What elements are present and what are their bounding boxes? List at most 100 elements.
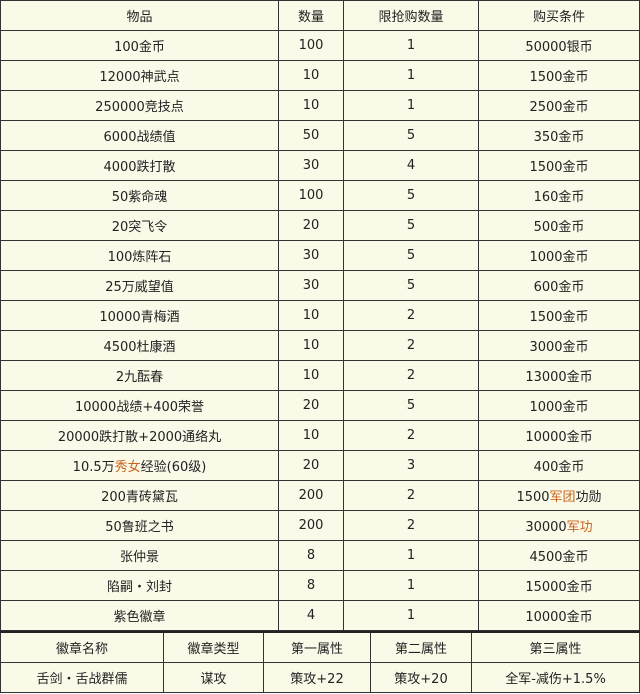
cost-cell: 1500军团功勋 xyxy=(478,480,640,511)
limit-cell: 2 xyxy=(343,360,479,391)
item-cell: 100炼阵石 xyxy=(0,240,279,271)
text-segment: 400金币 xyxy=(533,460,585,475)
item-cell: 100金币 xyxy=(0,30,279,61)
badge-table: 徽章名称 徽章类型 第一属性 第二属性 第三属性 舌剑・舌战群儒 谋攻 策攻+22 策攻+20 全… xyxy=(0,631,640,693)
text-segment: 15000金币 xyxy=(525,580,593,595)
limit-cell: 5 xyxy=(343,210,479,241)
text-segment: 10.5万 xyxy=(72,460,115,475)
table-row: 4000跌打散 30 4 1500金币 xyxy=(0,150,640,181)
column-header: 第三属性 xyxy=(471,631,640,663)
text-segment: 陷嗣・刘封 xyxy=(106,580,172,595)
item-cell: 10.5万秀女经验(60级) xyxy=(0,450,279,481)
header-row: 物品 数量 限抢购数量 购买条件 xyxy=(0,0,640,31)
cost-cell: 350金币 xyxy=(478,120,640,151)
cost-cell: 600金币 xyxy=(478,270,640,301)
cost-cell: 500金币 xyxy=(478,210,640,241)
text-segment: 功勋 xyxy=(575,490,602,505)
text-segment: 10000金币 xyxy=(525,610,593,625)
item-cell: 10000战绩+400荣誉 xyxy=(0,390,279,421)
limit-cell: 5 xyxy=(343,120,479,151)
limit-cell: 2 xyxy=(343,420,479,451)
text-segment: 25万威望值 xyxy=(105,280,174,295)
text-segment: 1500金币 xyxy=(529,70,589,85)
quantity-cell: 10 xyxy=(278,360,344,391)
text-segment: 2九酝春 xyxy=(115,370,164,385)
table-row: 陷嗣・刘封 8 1 15000金币 xyxy=(0,570,640,601)
table-row: 10000青梅酒 10 2 1500金币 xyxy=(0,300,640,331)
cost-cell: 1500金币 xyxy=(478,60,640,91)
column-header: 徽章类型 xyxy=(163,631,264,663)
limit-cell: 1 xyxy=(343,30,479,61)
cost-cell: 15000金币 xyxy=(478,570,640,601)
limit-cell: 2 xyxy=(343,510,479,541)
table-row: 25万威望值 30 5 600金币 xyxy=(0,270,640,301)
limit-cell: 2 xyxy=(343,330,479,361)
limit-cell: 1 xyxy=(343,540,479,571)
text-segment: 160金币 xyxy=(533,190,585,205)
quantity-cell: 20 xyxy=(278,390,344,421)
quantity-cell: 10 xyxy=(278,300,344,331)
text-segment: 1000金币 xyxy=(529,250,589,265)
table-row: 张仲景 8 1 4500金币 xyxy=(0,540,640,571)
text-segment: 100金币 xyxy=(114,40,165,55)
highlighted-text: 军团 xyxy=(549,490,576,505)
text-segment: 10000战绩+400荣誉 xyxy=(74,400,205,415)
text-segment: 50鲁班之书 xyxy=(105,520,174,535)
cost-cell: 2500金币 xyxy=(478,90,640,121)
limit-cell: 2 xyxy=(343,480,479,511)
cost-cell: 1000金币 xyxy=(478,240,640,271)
table-row: 50鲁班之书 200 2 30000军功 xyxy=(0,510,640,541)
text-segment: 4500杜康酒 xyxy=(103,340,176,355)
text-segment: 张仲景 xyxy=(119,550,159,565)
limit-cell: 4 xyxy=(343,150,479,181)
item-cell: 50鲁班之书 xyxy=(0,510,279,541)
column-header: 物品 xyxy=(0,0,279,31)
item-cell: 陷嗣・刘封 xyxy=(0,570,279,601)
item-cell: 紫色徽章 xyxy=(0,600,279,631)
cost-cell: 1500金币 xyxy=(478,150,640,181)
quantity-cell: 4 xyxy=(278,600,344,631)
table-row: 6000战绩值 50 5 350金币 xyxy=(0,120,640,151)
table-row: 200青砖黛瓦 200 2 1500军团功勋 xyxy=(0,480,640,511)
text-segment: 4500金币 xyxy=(529,550,589,565)
highlighted-text: 秀女 xyxy=(114,460,141,475)
quantity-cell: 200 xyxy=(278,480,344,511)
column-header: 数量 xyxy=(278,0,344,31)
text-segment: 3000金币 xyxy=(529,340,589,355)
text-segment: 500金币 xyxy=(533,220,585,235)
limit-cell: 1 xyxy=(343,90,479,121)
table-row: 20000跌打散+2000通络丸 10 2 10000金币 xyxy=(0,420,640,451)
quantity-cell: 10 xyxy=(278,420,344,451)
text-segment: 10000青梅酒 xyxy=(99,310,180,325)
text-segment: 200青砖黛瓦 xyxy=(101,490,178,505)
quantity-cell: 10 xyxy=(278,60,344,91)
limit-cell: 2 xyxy=(343,300,479,331)
table-row: 10.5万秀女经验(60级) 20 3 400金币 xyxy=(0,450,640,481)
text-segment: 350金币 xyxy=(533,130,585,145)
quantity-cell: 30 xyxy=(278,240,344,271)
item-cell: 25万威望值 xyxy=(0,270,279,301)
column-header: 购买条件 xyxy=(478,0,640,31)
text-segment: 13000金币 xyxy=(525,370,593,385)
item-cell: 20突飞令 xyxy=(0,210,279,241)
header-row: 徽章名称 徽章类型 第一属性 第二属性 第三属性 xyxy=(0,631,640,663)
text-segment: 2500金币 xyxy=(529,100,589,115)
limit-cell: 5 xyxy=(343,180,479,211)
quantity-cell: 30 xyxy=(278,150,344,181)
text-segment: 6000战绩值 xyxy=(103,130,176,145)
text-segment: 12000神武点 xyxy=(99,70,180,85)
shop-table: 物品 数量 限抢购数量 购买条件 100金币 100 1 50000银币 12000神武点 10 1… xyxy=(0,0,640,631)
highlighted-text: 军功 xyxy=(566,520,593,535)
quantity-cell: 20 xyxy=(278,210,344,241)
cost-cell: 10000金币 xyxy=(478,420,640,451)
quantity-cell: 200 xyxy=(278,510,344,541)
limit-cell: 1 xyxy=(343,570,479,601)
cost-cell: 30000军功 xyxy=(478,510,640,541)
table-row: 100炼阵石 30 5 1000金币 xyxy=(0,240,640,271)
cost-cell: 400金币 xyxy=(478,450,640,481)
text-segment: 紫色徽章 xyxy=(113,610,166,625)
table-row: 2九酝春 10 2 13000金币 xyxy=(0,360,640,391)
table-row: 50紫命魂 100 5 160金币 xyxy=(0,180,640,211)
quantity-cell: 100 xyxy=(278,30,344,61)
quantity-cell: 30 xyxy=(278,270,344,301)
